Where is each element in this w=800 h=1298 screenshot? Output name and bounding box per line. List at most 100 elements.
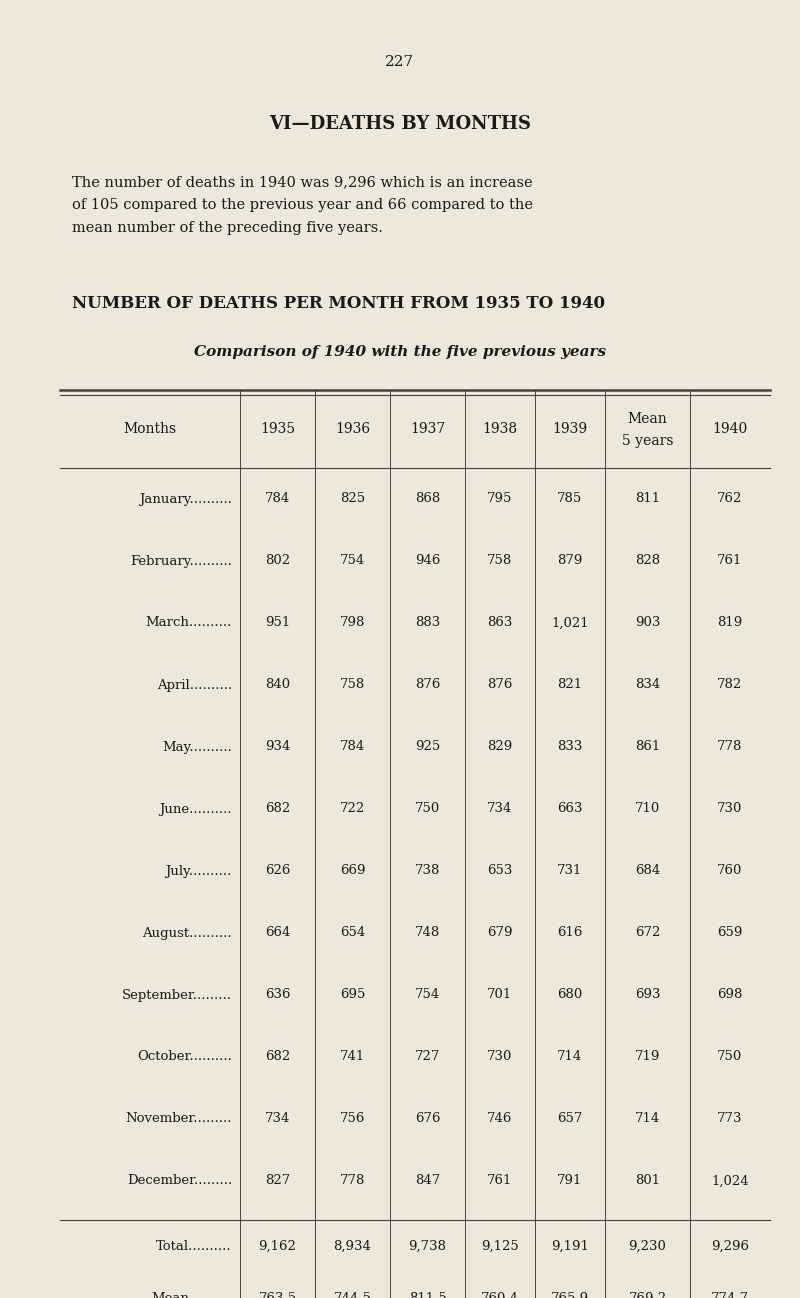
Text: 669: 669 xyxy=(340,864,366,877)
Text: 657: 657 xyxy=(558,1112,582,1125)
Text: 868: 868 xyxy=(415,492,440,505)
Text: 834: 834 xyxy=(635,679,660,692)
Text: 791: 791 xyxy=(558,1175,582,1188)
Text: February..........: February.......... xyxy=(130,554,232,567)
Text: 784: 784 xyxy=(265,492,290,505)
Text: Mean..........: Mean.......... xyxy=(152,1292,232,1298)
Text: 946: 946 xyxy=(415,554,440,567)
Text: 1,024: 1,024 xyxy=(711,1175,749,1188)
Text: 748: 748 xyxy=(415,927,440,940)
Text: 714: 714 xyxy=(635,1112,660,1125)
Text: Total..........: Total.......... xyxy=(156,1240,232,1253)
Text: 782: 782 xyxy=(718,679,742,692)
Text: 754: 754 xyxy=(415,989,440,1002)
Text: 827: 827 xyxy=(265,1175,290,1188)
Text: 9,162: 9,162 xyxy=(258,1240,297,1253)
Text: January..........: January.......... xyxy=(139,492,232,505)
Text: 798: 798 xyxy=(340,617,365,630)
Text: 1936: 1936 xyxy=(335,422,370,436)
Text: 750: 750 xyxy=(718,1050,742,1063)
Text: 636: 636 xyxy=(265,989,290,1002)
Text: 758: 758 xyxy=(340,679,365,692)
Text: 825: 825 xyxy=(340,492,365,505)
Text: 719: 719 xyxy=(635,1050,660,1063)
Text: 1,021: 1,021 xyxy=(551,617,589,630)
Text: 833: 833 xyxy=(558,740,582,754)
Text: 1935: 1935 xyxy=(260,422,295,436)
Text: 684: 684 xyxy=(635,864,660,877)
Text: 925: 925 xyxy=(415,740,440,754)
Text: 861: 861 xyxy=(635,740,660,754)
Text: 714: 714 xyxy=(558,1050,582,1063)
Text: 653: 653 xyxy=(487,864,513,877)
Text: 847: 847 xyxy=(415,1175,440,1188)
Text: 672: 672 xyxy=(635,927,660,940)
Text: 738: 738 xyxy=(415,864,440,877)
Text: 9,191: 9,191 xyxy=(551,1240,589,1253)
Text: September.........: September......... xyxy=(122,989,232,1002)
Text: 903: 903 xyxy=(635,617,660,630)
Text: 778: 778 xyxy=(340,1175,365,1188)
Text: 659: 659 xyxy=(718,927,742,940)
Text: 811.5: 811.5 xyxy=(409,1292,446,1298)
Text: 863: 863 xyxy=(487,617,513,630)
Text: 761: 761 xyxy=(487,1175,513,1188)
Text: 795: 795 xyxy=(487,492,513,505)
Text: June..........: June.......... xyxy=(159,802,232,815)
Text: Months: Months xyxy=(123,422,177,436)
Text: 1938: 1938 xyxy=(482,422,518,436)
Text: 698: 698 xyxy=(718,989,742,1002)
Text: 746: 746 xyxy=(487,1112,513,1125)
Text: 701: 701 xyxy=(487,989,513,1002)
Text: 722: 722 xyxy=(340,802,365,815)
Text: 819: 819 xyxy=(718,617,742,630)
Text: 883: 883 xyxy=(415,617,440,630)
Text: 951: 951 xyxy=(265,617,290,630)
Text: 730: 730 xyxy=(487,1050,513,1063)
Text: 8,934: 8,934 xyxy=(334,1240,371,1253)
Text: October..........: October.......... xyxy=(137,1050,232,1063)
Text: 761: 761 xyxy=(718,554,742,567)
Text: 876: 876 xyxy=(415,679,440,692)
Text: 730: 730 xyxy=(718,802,742,815)
Text: 5 years: 5 years xyxy=(622,434,674,448)
Text: NUMBER OF DEATHS PER MONTH FROM 1935 TO 1940: NUMBER OF DEATHS PER MONTH FROM 1935 TO … xyxy=(72,295,605,312)
Text: Comparison of 1940 with the five previous years: Comparison of 1940 with the five previou… xyxy=(194,345,606,360)
Text: 680: 680 xyxy=(558,989,582,1002)
Text: March..........: March.......... xyxy=(146,617,232,630)
Text: 727: 727 xyxy=(415,1050,440,1063)
Text: 750: 750 xyxy=(415,802,440,815)
Text: 758: 758 xyxy=(487,554,513,567)
Text: 731: 731 xyxy=(558,864,582,877)
Text: 840: 840 xyxy=(265,679,290,692)
Text: 710: 710 xyxy=(635,802,660,815)
Text: 741: 741 xyxy=(340,1050,365,1063)
Text: 773: 773 xyxy=(718,1112,742,1125)
Text: 784: 784 xyxy=(340,740,365,754)
Text: 682: 682 xyxy=(265,802,290,815)
Text: 756: 756 xyxy=(340,1112,365,1125)
Text: 664: 664 xyxy=(265,927,290,940)
Text: July..........: July.......... xyxy=(166,864,232,877)
Text: 765.9: 765.9 xyxy=(551,1292,589,1298)
Text: 811: 811 xyxy=(635,492,660,505)
Text: April..........: April.......... xyxy=(157,679,232,692)
Text: 774.7: 774.7 xyxy=(711,1292,749,1298)
Text: August..........: August.......... xyxy=(142,927,232,940)
Text: 663: 663 xyxy=(558,802,582,815)
Text: 682: 682 xyxy=(265,1050,290,1063)
Text: November.........: November......... xyxy=(126,1112,232,1125)
Text: 785: 785 xyxy=(558,492,582,505)
Text: 9,125: 9,125 xyxy=(481,1240,519,1253)
Text: mean number of the preceding five years.: mean number of the preceding five years. xyxy=(72,221,383,235)
Text: 828: 828 xyxy=(635,554,660,567)
Text: 802: 802 xyxy=(265,554,290,567)
Text: 762: 762 xyxy=(718,492,742,505)
Text: December.........: December......... xyxy=(126,1175,232,1188)
Text: 679: 679 xyxy=(487,927,513,940)
Text: VI—DEATHS BY MONTHS: VI—DEATHS BY MONTHS xyxy=(269,116,531,132)
Text: May..........: May.......... xyxy=(162,740,232,754)
Text: The number of deaths in 1940 was 9,296 which is an increase: The number of deaths in 1940 was 9,296 w… xyxy=(72,175,533,190)
Text: 9,296: 9,296 xyxy=(711,1240,749,1253)
Text: 734: 734 xyxy=(265,1112,290,1125)
